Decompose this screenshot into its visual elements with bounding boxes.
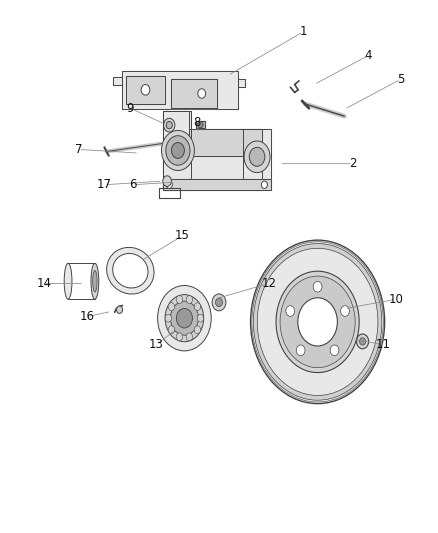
Circle shape (357, 334, 369, 349)
Circle shape (166, 122, 172, 129)
Text: 2: 2 (350, 157, 357, 170)
Circle shape (164, 118, 175, 132)
Circle shape (177, 309, 192, 328)
Text: 7: 7 (75, 143, 82, 156)
Circle shape (141, 85, 150, 95)
Polygon shape (171, 79, 217, 108)
Circle shape (313, 281, 322, 292)
Text: 13: 13 (149, 338, 164, 351)
Ellipse shape (91, 263, 99, 299)
Text: 10: 10 (389, 293, 404, 306)
Text: 9: 9 (127, 102, 134, 115)
Polygon shape (163, 180, 271, 190)
Text: 1: 1 (300, 25, 307, 38)
Text: 17: 17 (97, 178, 112, 191)
Polygon shape (126, 76, 165, 104)
Circle shape (168, 303, 175, 311)
Circle shape (254, 244, 382, 400)
Circle shape (215, 298, 223, 306)
Circle shape (165, 314, 172, 322)
Polygon shape (163, 111, 262, 190)
Text: 5: 5 (397, 73, 404, 86)
Circle shape (341, 306, 350, 316)
Circle shape (244, 141, 270, 173)
Circle shape (170, 301, 198, 335)
Circle shape (168, 326, 175, 334)
Circle shape (212, 294, 226, 311)
Circle shape (163, 176, 171, 187)
Polygon shape (189, 130, 262, 156)
Circle shape (197, 314, 204, 322)
Circle shape (194, 303, 201, 311)
Circle shape (360, 338, 366, 345)
Text: 6: 6 (129, 178, 136, 191)
Polygon shape (113, 77, 122, 85)
Circle shape (194, 326, 201, 334)
Text: 15: 15 (175, 229, 190, 243)
Polygon shape (122, 71, 238, 109)
Circle shape (186, 333, 193, 341)
Circle shape (257, 248, 378, 395)
Circle shape (165, 295, 204, 342)
Circle shape (166, 181, 172, 189)
Circle shape (198, 89, 205, 98)
Circle shape (176, 333, 183, 341)
Ellipse shape (113, 254, 148, 288)
Circle shape (280, 276, 355, 368)
Circle shape (158, 286, 211, 351)
Circle shape (198, 122, 203, 128)
Text: 4: 4 (364, 49, 372, 62)
Circle shape (249, 147, 265, 166)
Circle shape (171, 142, 184, 158)
Circle shape (117, 306, 123, 313)
Circle shape (298, 298, 337, 346)
Circle shape (162, 131, 194, 171)
Circle shape (286, 306, 294, 316)
Text: 14: 14 (36, 277, 51, 290)
Circle shape (330, 345, 339, 356)
Circle shape (166, 136, 190, 165)
Circle shape (276, 271, 359, 373)
Circle shape (296, 345, 305, 356)
Polygon shape (163, 111, 191, 190)
Ellipse shape (93, 271, 97, 292)
Text: 16: 16 (80, 310, 95, 323)
Polygon shape (196, 122, 205, 128)
Ellipse shape (64, 263, 72, 299)
Polygon shape (238, 79, 245, 87)
Ellipse shape (106, 247, 154, 294)
Circle shape (261, 181, 268, 189)
Circle shape (251, 240, 385, 403)
Text: 8: 8 (194, 116, 201, 129)
Circle shape (176, 296, 183, 303)
Text: 12: 12 (261, 277, 276, 290)
Text: 11: 11 (376, 338, 391, 351)
Polygon shape (243, 130, 271, 185)
Circle shape (186, 296, 193, 303)
